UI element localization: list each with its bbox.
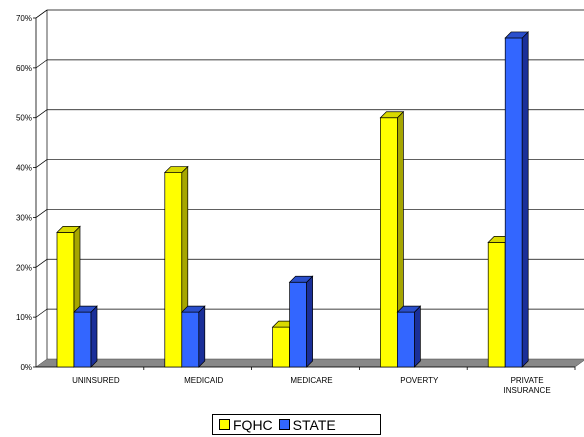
axis-labels: 0% 10% 20% 30% 40% 50% 60% 70% UNINSURED MEDICAID… xyxy=(16,14,551,395)
bar-state-2-side xyxy=(306,275,313,368)
bars xyxy=(56,31,530,368)
gridline-diagonal xyxy=(35,59,48,69)
bar-fqhc-1-top xyxy=(163,166,189,173)
bar-state-3-top xyxy=(396,305,422,313)
y-axis-top-edge xyxy=(35,9,48,19)
bar-state-3-side xyxy=(414,305,421,368)
legend: FQHC STATE xyxy=(212,414,381,435)
bar-state-0-side xyxy=(90,305,98,368)
bar-fqhc-0 xyxy=(56,232,75,368)
bar-state-1-top xyxy=(180,305,206,313)
bar-state-4-side xyxy=(521,31,529,368)
bar-state-1 xyxy=(181,311,200,368)
y-tick-label: 10% xyxy=(16,313,32,322)
bar-fqhc-4 xyxy=(487,242,506,368)
bar-fqhc-1 xyxy=(164,172,183,368)
y-tick-label: 60% xyxy=(16,64,32,73)
legend-label-fqhc: FQHC xyxy=(233,416,273,433)
y-tick-label: 20% xyxy=(16,263,32,272)
x-tick-label-2: MEDICARE xyxy=(290,376,332,385)
gridline-diagonal xyxy=(35,209,48,218)
gridline-diagonal xyxy=(35,159,48,168)
y-tick-label: 70% xyxy=(16,14,32,23)
legend-swatch-state xyxy=(278,419,290,430)
bar-fqhc-2 xyxy=(272,326,290,368)
y-tick-label: 0% xyxy=(20,363,32,372)
bar-state-2 xyxy=(289,281,307,368)
y-tick-label: 40% xyxy=(16,164,32,173)
bar-fqhc-3-top xyxy=(379,111,405,119)
bar-state-4 xyxy=(504,37,523,368)
x-tick-label-line: INSURANCE xyxy=(504,386,551,395)
x-tick-label-1: MEDICAID xyxy=(184,376,223,385)
legend-item-fqhc: FQHC xyxy=(219,417,273,433)
y-tick-label: 30% xyxy=(16,213,32,222)
bar-state-1-side xyxy=(198,305,206,368)
legend-swatch-fqhc xyxy=(219,419,230,430)
gridline-diagonal xyxy=(35,259,48,268)
x-tick-label-3: POVERTY xyxy=(400,376,439,385)
bar-state-2-top xyxy=(288,275,314,283)
bar-fqhc-0-top xyxy=(56,226,81,233)
bar-state-3 xyxy=(397,311,415,368)
bar-fqhc-3 xyxy=(380,117,398,368)
gridline-diagonal xyxy=(35,109,48,118)
y-tick-label: 50% xyxy=(16,114,32,123)
bar-state-0 xyxy=(73,311,92,368)
x-tick-label-4: PRIVATE INSURANCE xyxy=(504,376,551,395)
x-tick-label-0: UNINSURED xyxy=(72,376,120,385)
legend-item-state: STATE xyxy=(278,416,336,433)
bar-state-4-top xyxy=(504,31,530,39)
legend-label-state: STATE xyxy=(292,416,336,433)
gridline-diagonal xyxy=(35,308,48,318)
x-tick-label-line: PRIVATE xyxy=(511,376,544,385)
bar-state-0-top xyxy=(73,305,98,313)
